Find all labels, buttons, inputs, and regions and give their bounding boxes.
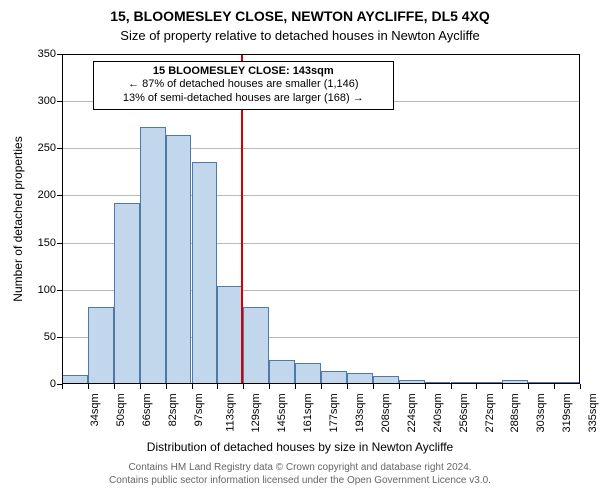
ytick-label: 100 [38, 284, 62, 296]
annotation-line: ← 87% of detached houses are smaller (1,… [100, 78, 386, 92]
xtick-label: 161sqm [302, 393, 314, 432]
annotation-box: 15 BLOOMESLEY CLOSE: 143sqm← 87% of deta… [93, 61, 393, 110]
xtick-mark [295, 384, 296, 389]
xtick-mark [269, 384, 270, 389]
histogram-bar [62, 375, 88, 384]
attribution-footer: Contains HM Land Registry data © Crown c… [0, 462, 600, 487]
xtick-mark [502, 384, 503, 389]
xtick-label: 208sqm [380, 393, 392, 432]
xtick-label: 97sqm [193, 393, 205, 426]
footer-line: Contains HM Land Registry data © Crown c… [0, 462, 600, 475]
xtick-mark [192, 384, 193, 389]
xtick-mark [347, 384, 348, 389]
xtick-mark [476, 384, 477, 389]
histogram-bar [321, 371, 347, 384]
property-size-histogram: 15, BLOOMESLEY CLOSE, NEWTON AYCLIFFE, D… [0, 0, 600, 500]
annotation-line-bold: 15 BLOOMESLEY CLOSE: 143sqm [100, 65, 386, 79]
histogram-bar [88, 307, 114, 384]
xtick-label: 145sqm [276, 393, 288, 432]
histogram-bar [192, 162, 218, 385]
ytick-label: 150 [38, 237, 62, 249]
xtick-label: 82sqm [167, 393, 179, 426]
histogram-bar [269, 360, 295, 385]
annotation-line: 13% of semi-detached houses are larger (… [100, 92, 386, 106]
ytick-label: 250 [38, 142, 62, 154]
chart-subtitle: Size of property relative to detached ho… [0, 28, 600, 43]
histogram-bar [502, 380, 528, 384]
xtick-mark [140, 384, 141, 389]
xtick-mark [528, 384, 529, 389]
xtick-mark [554, 384, 555, 389]
histogram-bar [554, 382, 580, 384]
xtick-mark [166, 384, 167, 389]
xtick-label: 272sqm [484, 393, 496, 432]
xtick-mark [321, 384, 322, 389]
histogram-bar [399, 380, 425, 384]
xtick-label: 224sqm [406, 393, 418, 432]
histogram-bar [166, 135, 192, 384]
xtick-label: 288sqm [510, 393, 522, 432]
histogram-bar [114, 203, 140, 384]
xtick-mark [373, 384, 374, 389]
xtick-mark [114, 384, 115, 389]
xtick-mark [243, 384, 244, 389]
xtick-mark [580, 384, 581, 389]
xtick-mark [62, 384, 63, 389]
xtick-label: 193sqm [354, 393, 366, 432]
histogram-bar [425, 382, 451, 384]
xtick-mark [399, 384, 400, 389]
xtick-mark [425, 384, 426, 389]
xtick-label: 34sqm [89, 393, 101, 426]
histogram-bar [217, 286, 243, 384]
xtick-label: 66sqm [141, 393, 153, 426]
x-axis-label: Distribution of detached houses by size … [0, 440, 600, 454]
xtick-label: 177sqm [328, 393, 340, 432]
xtick-mark [451, 384, 452, 389]
xtick-label: 319sqm [561, 393, 573, 432]
histogram-bar [295, 363, 321, 384]
footer-line: Contains public sector information licen… [0, 475, 600, 488]
histogram-bar [140, 127, 166, 384]
histogram-bar [528, 382, 554, 384]
xtick-mark [217, 384, 218, 389]
xtick-label: 256sqm [458, 393, 470, 432]
xtick-label: 50sqm [115, 393, 127, 426]
plot-area: 05010015020025030035034sqm50sqm66sqm82sq… [62, 54, 580, 384]
histogram-bar [347, 373, 373, 384]
ytick-label: 50 [44, 331, 62, 343]
ytick-label: 0 [50, 378, 62, 390]
ytick-label: 300 [38, 95, 62, 107]
xtick-label: 113sqm [224, 393, 236, 431]
xtick-mark [88, 384, 89, 389]
histogram-bar [243, 307, 269, 384]
ytick-label: 350 [38, 48, 62, 60]
y-axis-label: Number of detached properties [11, 136, 25, 301]
histogram-bar [373, 376, 399, 384]
ytick-label: 200 [38, 189, 62, 201]
xtick-label: 335sqm [587, 393, 599, 432]
chart-title: 15, BLOOMESLEY CLOSE, NEWTON AYCLIFFE, D… [0, 8, 600, 24]
histogram-bar [451, 382, 477, 384]
xtick-label: 240sqm [432, 393, 444, 432]
xtick-label: 303sqm [535, 393, 547, 432]
histogram-bar [476, 382, 502, 384]
xtick-label: 129sqm [251, 393, 263, 432]
